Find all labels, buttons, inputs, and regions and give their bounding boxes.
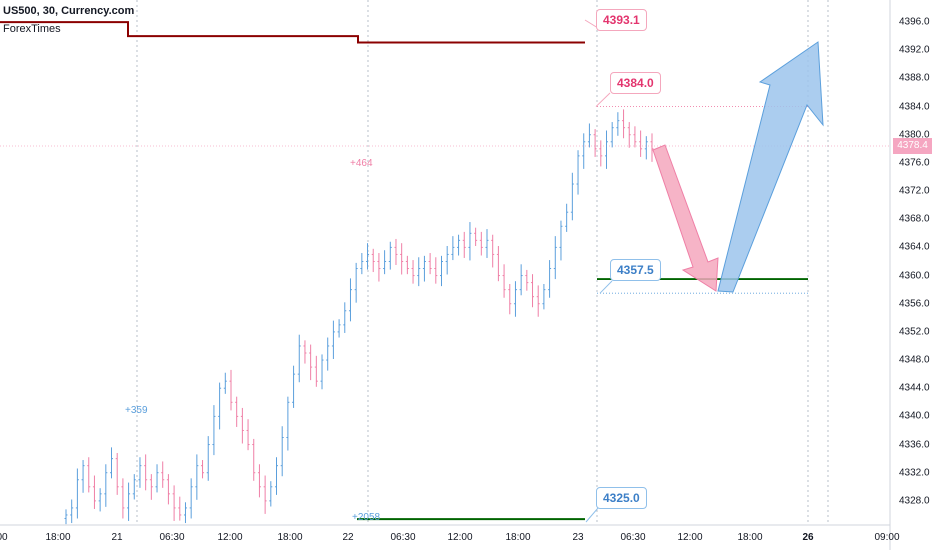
y-tick-label: 4356.0 — [899, 298, 930, 310]
chart-grid — [0, 0, 891, 550]
y-tick-label: 4392.0 — [899, 44, 930, 56]
x-tick-label: 23 — [572, 532, 584, 543]
forecast-arrows — [652, 41, 824, 293]
y-tick-label: 4376.0 — [899, 157, 930, 169]
author-name: ForexTimes — [3, 23, 61, 35]
x-tick-label: 18:00 — [45, 532, 71, 543]
annotation-2058: +2058 — [352, 512, 381, 523]
x-tick-label: 22 — [342, 532, 354, 543]
level-label-4325[interactable]: 4325.0 — [596, 487, 647, 509]
symbol-title: US500, 30, Currency.com — [3, 5, 135, 17]
x-tick-label: 06:30 — [620, 532, 646, 543]
x-tick-label: 18:00 — [277, 532, 303, 543]
level-label-4393[interactable]: 4393.1 — [596, 9, 647, 31]
current-price-tag: 4378.4 — [893, 138, 932, 154]
y-tick-label: 4336.0 — [899, 439, 930, 451]
y-tick-label: 4364.0 — [899, 241, 930, 253]
y-tick-label: 4352.0 — [899, 326, 930, 338]
x-tick-label: 09:00 — [874, 532, 900, 543]
y-tick-label: 4384.0 — [899, 101, 930, 113]
x-tick-label: 00 — [0, 532, 8, 543]
x-tick-label: 18:00 — [505, 532, 531, 543]
x-tick-label: 18:00 — [737, 532, 763, 543]
label-pointer — [599, 280, 613, 294]
y-tick-label: 4340.0 — [899, 410, 930, 422]
x-tick-label: 26 — [802, 532, 814, 543]
y-tick-label: 4368.0 — [899, 213, 930, 225]
x-tick-label: 12:00 — [217, 532, 243, 543]
y-tick-label: 4360.0 — [899, 270, 930, 282]
annotation-464: +464 — [350, 158, 373, 169]
x-tick-label: 06:30 — [390, 532, 416, 543]
x-tick-label: 12:00 — [447, 532, 473, 543]
y-tick-label: 4388.0 — [899, 72, 930, 84]
level-label-4357[interactable]: 4357.5 — [610, 259, 661, 281]
candles — [64, 109, 654, 525]
x-tick-label: 12:00 — [677, 532, 703, 543]
y-tick-label: 4344.0 — [899, 382, 930, 394]
y-tick-label: 4332.0 — [899, 467, 930, 479]
x-tick-label: 06:30 — [159, 532, 185, 543]
y-tick-label: 4372.0 — [899, 185, 930, 197]
x-tick-label: 21 — [111, 532, 123, 543]
y-tick-label: 4348.0 — [899, 354, 930, 366]
resistance-line — [0, 21, 585, 44]
y-tick-label: 4328.0 — [899, 495, 930, 507]
y-tick-label: 4396.0 — [899, 16, 930, 28]
forecast-down-arrow — [652, 144, 719, 292]
label-pointer — [585, 507, 599, 523]
forecast-up-arrow — [717, 41, 824, 293]
label-pointer — [584, 19, 599, 29]
label-pointer — [595, 92, 611, 107]
annotation-359: +359 — [125, 405, 148, 416]
level-label-4384[interactable]: 4384.0 — [610, 72, 661, 94]
y-tick-label: 4380.0 — [899, 129, 930, 141]
